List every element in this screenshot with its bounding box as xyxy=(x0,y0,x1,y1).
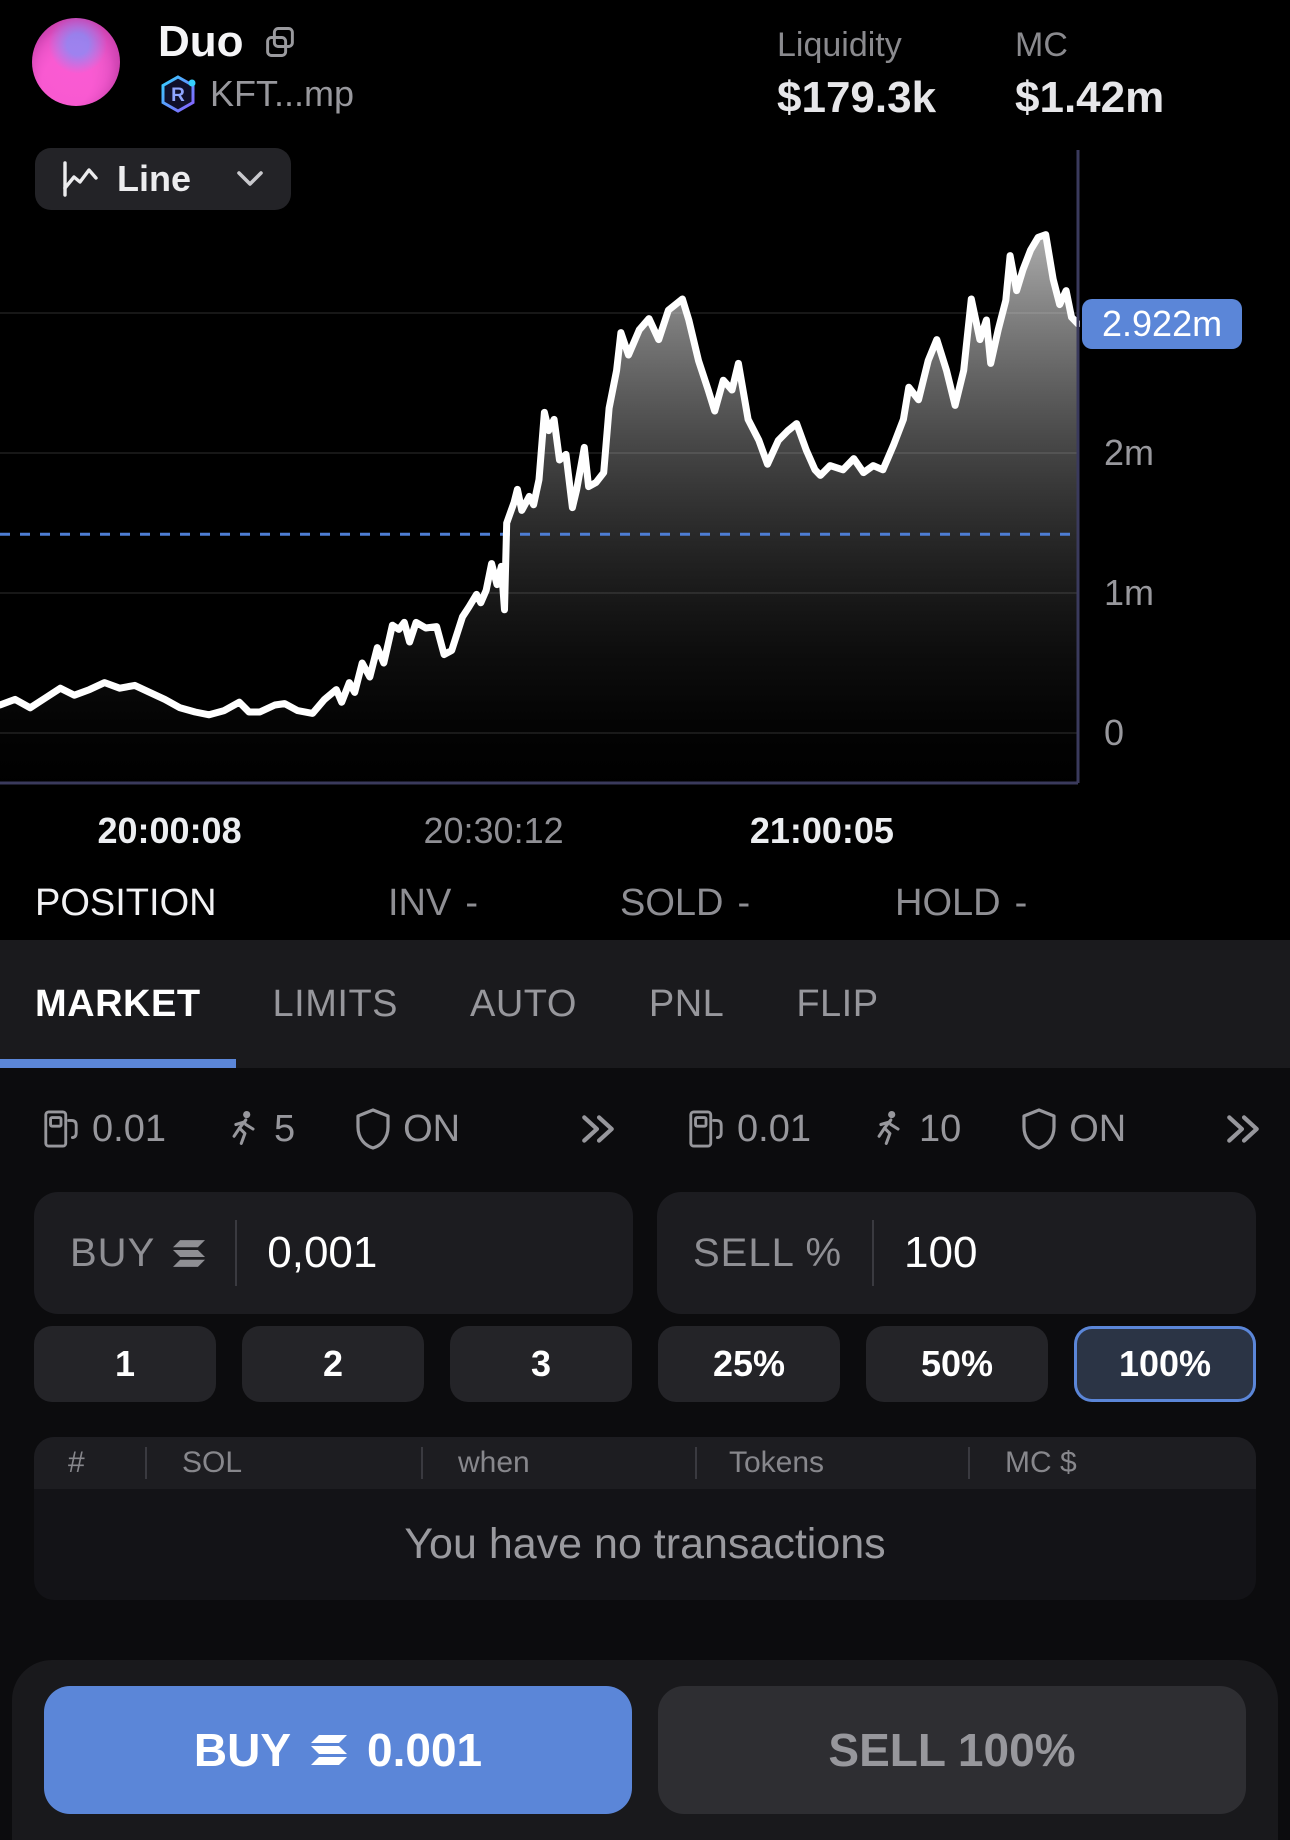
position-inv: INV - xyxy=(388,882,479,924)
series-line xyxy=(0,231,1080,719)
column-sol: SOL xyxy=(182,1446,243,1479)
token-title-block: Duo R xyxy=(158,20,354,114)
token-avatar xyxy=(32,18,120,106)
solana-icon xyxy=(173,1239,206,1267)
sell-percent-value: 100 xyxy=(904,1228,978,1277)
slippage-icon xyxy=(871,1108,907,1150)
position-row: POSITION INV - SOLD - HOLD - xyxy=(0,882,1290,930)
shield-icon xyxy=(1021,1108,1057,1150)
price-chart[interactable] xyxy=(0,150,1080,785)
gas-setting[interactable]: 0.01 xyxy=(687,1108,811,1151)
y-axis-tick: 0 xyxy=(1104,712,1125,753)
svg-text:R: R xyxy=(171,85,185,106)
y-axis-tick: 2m xyxy=(1104,432,1155,473)
column-tokens: Tokens xyxy=(729,1446,825,1479)
expand-sell-settings-icon[interactable] xyxy=(1224,1112,1262,1146)
position-title: POSITION xyxy=(35,882,217,924)
buy-button[interactable]: BUY 0.001 xyxy=(44,1686,632,1814)
slippage-icon xyxy=(226,1108,262,1150)
column-index: # xyxy=(68,1446,85,1479)
x-axis-tick: 20:00:08 xyxy=(97,810,242,851)
copy-icon[interactable] xyxy=(262,24,298,60)
column-mc: MC $ xyxy=(1005,1446,1077,1479)
tab-limits[interactable]: LIMITS xyxy=(272,982,399,1025)
input-divider xyxy=(235,1220,238,1286)
column-divider xyxy=(145,1447,147,1479)
market-cap-value: $1.42m xyxy=(1015,73,1165,122)
position-sold: SOLD - xyxy=(620,882,751,924)
liquidity-label: Liquidity xyxy=(777,26,902,64)
liquidity-value: $179.3k xyxy=(777,73,937,122)
shield-icon xyxy=(355,1108,391,1150)
current-price-badge: 2.922m xyxy=(1082,298,1243,349)
solana-icon xyxy=(311,1735,347,1765)
position-hold: HOLD - xyxy=(895,882,1028,924)
line-chart-icon xyxy=(61,160,101,198)
column-divider xyxy=(421,1447,423,1479)
sell-percent-input[interactable]: SELL % 100 xyxy=(657,1192,1256,1314)
sell-input-label: SELL % xyxy=(693,1230,843,1275)
gas-setting[interactable]: 0.01 xyxy=(42,1108,166,1151)
tab-pnl[interactable]: PNL xyxy=(648,982,725,1025)
tab-flip[interactable]: FLIP xyxy=(796,982,879,1025)
input-divider xyxy=(872,1220,875,1286)
liquidity-stat: Liquidity $179.3k xyxy=(777,26,936,123)
x-axis-tick: 20:30:12 xyxy=(423,810,564,851)
tab-auto[interactable]: AUTO xyxy=(470,982,577,1025)
series-area xyxy=(0,234,1078,784)
sell-settings-group: 0.01 10 xyxy=(645,1092,1290,1166)
gas-icon xyxy=(42,1108,80,1150)
gas-icon xyxy=(687,1108,725,1150)
buy-preset-3[interactable]: 3 xyxy=(450,1326,632,1402)
market-cap-stat: MC $1.42m xyxy=(1015,26,1164,123)
buy-amount-value: 0,001 xyxy=(267,1228,378,1277)
quick-settings-row: 0.01 5 xyxy=(0,1092,1290,1166)
column-when: when xyxy=(458,1446,530,1479)
token-badge-icon: R xyxy=(158,74,198,114)
active-tab-underline xyxy=(0,1059,236,1068)
transactions-panel: # SOL when Tokens MC $ You have no trans… xyxy=(34,1437,1256,1600)
chart-type-label: Line xyxy=(117,158,192,199)
buy-settings-group: 0.01 5 xyxy=(0,1092,645,1166)
tab-bar: MARKET LIMITS AUTO PNL FLIP xyxy=(0,940,1290,1068)
tab-market[interactable]: MARKET xyxy=(35,982,201,1025)
transactions-header: # SOL when Tokens MC $ xyxy=(34,1437,1256,1489)
buy-preset-1[interactable]: 1 xyxy=(34,1326,216,1402)
column-divider xyxy=(695,1447,697,1479)
token-symbol: KFT...mp xyxy=(210,73,355,114)
sell-preset-50[interactable]: 50% xyxy=(866,1326,1048,1402)
sell-preset-100[interactable]: 100% xyxy=(1074,1326,1256,1402)
column-divider xyxy=(968,1447,970,1479)
preset-row: 1 2 3 25% 50% 100% xyxy=(34,1326,1256,1402)
mev-protection-setting[interactable]: ON xyxy=(1021,1108,1126,1151)
trade-inputs-row: BUY 0,001 SELL % 100 xyxy=(34,1192,1256,1314)
empty-transactions-message: You have no transactions xyxy=(404,1520,886,1568)
mev-protection-setting[interactable]: ON xyxy=(355,1108,460,1151)
chart-gridlines xyxy=(0,312,1078,734)
chart-type-selector[interactable]: Line xyxy=(35,148,292,210)
expand-buy-settings-icon[interactable] xyxy=(579,1112,617,1146)
chevron-down-icon xyxy=(235,169,265,189)
sell-preset-25[interactable]: 25% xyxy=(658,1326,840,1402)
buy-input-label: BUY xyxy=(70,1231,206,1276)
sell-button[interactable]: SELL 100% xyxy=(658,1686,1246,1814)
bottom-action-bar: BUY 0.001 SELL 100% xyxy=(12,1660,1278,1840)
x-axis-tick: 21:00:05 xyxy=(749,810,894,851)
buy-preset-2[interactable]: 2 xyxy=(242,1326,424,1402)
slippage-setting[interactable]: 10 xyxy=(871,1108,961,1151)
buy-amount-input[interactable]: BUY 0,001 xyxy=(34,1192,633,1314)
market-cap-label: MC xyxy=(1015,26,1068,64)
slippage-setting[interactable]: 5 xyxy=(226,1108,295,1151)
token-name: Duo xyxy=(158,17,244,66)
y-axis-tick: 1m xyxy=(1104,572,1155,613)
